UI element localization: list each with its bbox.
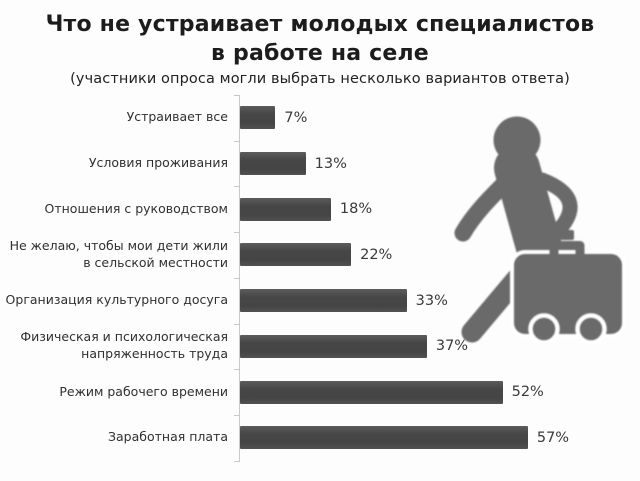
bar-row: Физическая и психологическая напряженнос… xyxy=(0,323,640,370)
bar-zone: 52% xyxy=(239,369,640,415)
chart-title-line2: в работе на селе xyxy=(211,41,429,67)
bar-zone: 37% xyxy=(239,323,640,370)
category-label: Не желаю, чтобы мои дети жили в сельской… xyxy=(9,238,228,270)
bar xyxy=(240,243,352,267)
value-label: 18% xyxy=(339,201,373,218)
bar-zone: 7% xyxy=(239,95,640,141)
bar-row: Не желаю, чтобы мои дети жили в сельской… xyxy=(0,232,640,278)
bar xyxy=(240,106,276,130)
category-label: Заработная плата xyxy=(108,429,228,445)
axis-tick xyxy=(234,140,240,142)
axis-tick xyxy=(234,232,240,234)
bar-zone: 13% xyxy=(239,140,640,187)
bar-zone: 18% xyxy=(239,186,640,233)
category-label: Устраивает все xyxy=(126,109,228,125)
bar-zone: 57% xyxy=(239,414,640,461)
bar-row: Режим рабочего времени 52% xyxy=(0,369,640,415)
axis-tick xyxy=(234,95,240,97)
bar-row: Устраивает все 7% xyxy=(0,95,640,141)
axis-tick xyxy=(234,186,240,188)
axis-tick xyxy=(234,460,240,462)
bar xyxy=(240,380,503,404)
bar-row: Организация культурного досуга 33% xyxy=(0,277,640,324)
bar xyxy=(240,197,331,221)
bar-row: Условия проживания 13% xyxy=(0,140,640,187)
bar-row: Отношения с руководством 18% xyxy=(0,186,640,233)
axis-tick xyxy=(234,277,240,279)
value-label: 13% xyxy=(314,155,347,172)
bar-zone: 33% xyxy=(239,277,640,324)
axis-tick xyxy=(234,414,240,416)
bar xyxy=(240,334,427,358)
chart-subtitle: (участники опроса могли выбрать нескольк… xyxy=(70,71,570,88)
value-label: 33% xyxy=(415,292,448,309)
value-label: 57% xyxy=(536,429,570,446)
axis-tick xyxy=(234,369,240,371)
category-label: Условия проживания xyxy=(88,155,228,171)
chart-title: Что не устраивает молодых специалистов в… xyxy=(0,10,640,68)
value-label: 37% xyxy=(435,338,469,355)
bar xyxy=(240,289,407,313)
header: Что не устраивает молодых специалистов в… xyxy=(0,0,640,87)
category-label: Физическая и психологическая напряженнос… xyxy=(20,329,228,362)
bar xyxy=(240,426,528,450)
bar-rows: Устраивает все 7% Условия проживания 13% Отн… xyxy=(0,95,640,462)
chart-title-line1: Что не устраивает молодых специалистов xyxy=(45,12,595,37)
bar xyxy=(240,152,306,176)
bar-row: Заработная плата 57% xyxy=(0,414,640,461)
bar-zone: 22% xyxy=(239,232,640,278)
value-label: 7% xyxy=(284,109,308,126)
value-label: 22% xyxy=(360,246,393,263)
axis-tick xyxy=(234,323,240,325)
category-label: Организация культурного досуга xyxy=(5,292,228,308)
category-label: Отношения с руководством xyxy=(44,200,229,216)
bar-chart: Устраивает все 7% Условия проживания 13% Отн… xyxy=(0,95,640,462)
category-label: Режим рабочего времени xyxy=(59,383,228,399)
value-label: 52% xyxy=(511,384,544,401)
